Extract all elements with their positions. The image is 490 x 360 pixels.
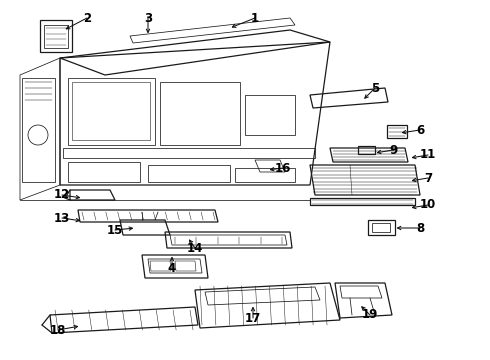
Text: 16: 16 bbox=[275, 162, 291, 175]
Text: 4: 4 bbox=[168, 261, 176, 274]
Text: 2: 2 bbox=[83, 12, 91, 24]
Text: 15: 15 bbox=[107, 224, 123, 237]
Text: 1: 1 bbox=[251, 12, 259, 24]
Text: 11: 11 bbox=[420, 148, 436, 162]
Text: 8: 8 bbox=[416, 221, 424, 234]
Text: 19: 19 bbox=[362, 309, 378, 321]
Text: 18: 18 bbox=[50, 324, 66, 337]
Text: 7: 7 bbox=[424, 171, 432, 184]
Text: 10: 10 bbox=[420, 198, 436, 211]
Text: 9: 9 bbox=[389, 144, 397, 157]
Text: 5: 5 bbox=[371, 81, 379, 94]
Text: 13: 13 bbox=[54, 211, 70, 225]
Text: 17: 17 bbox=[245, 311, 261, 324]
Text: 12: 12 bbox=[54, 189, 70, 202]
Text: 14: 14 bbox=[187, 242, 203, 255]
Text: 3: 3 bbox=[144, 12, 152, 24]
Text: 6: 6 bbox=[416, 123, 424, 136]
